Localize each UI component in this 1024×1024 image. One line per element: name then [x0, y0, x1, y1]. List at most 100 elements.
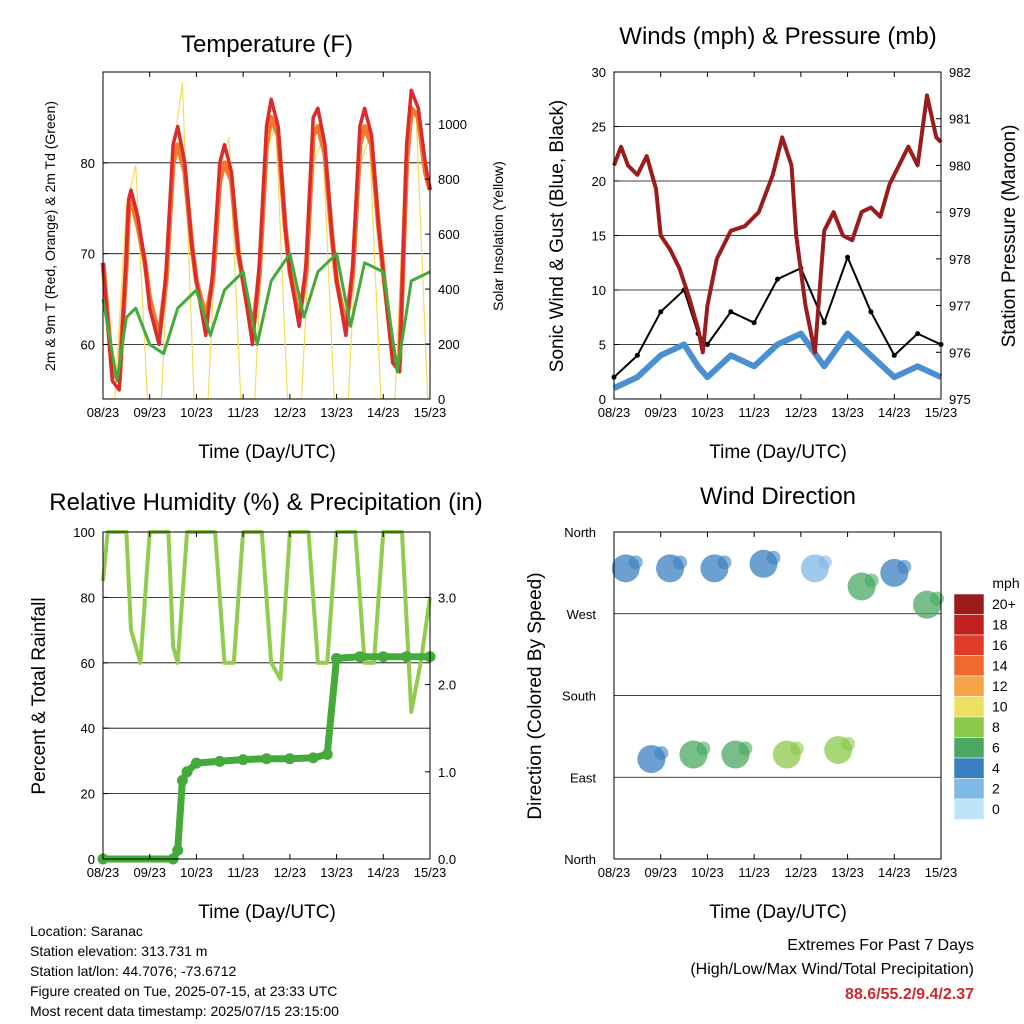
- wind-panel: Winds (mph) & Pressure (mb) 0 5 10 15 20 25 30…: [547, 23, 1020, 463]
- wind-xlabel: Time (Day/UTC): [709, 442, 847, 463]
- y-tick-label: 80: [81, 156, 95, 171]
- legend-swatch: [953, 593, 985, 615]
- precipitation-point: [261, 753, 272, 765]
- precipitation-point: [181, 766, 193, 778]
- x-tick-label: 15/23: [414, 405, 447, 420]
- x-tick-label: 13/23: [831, 405, 864, 420]
- temperature-series: [100, 82, 433, 400]
- y2-tick-label: 3.0: [438, 590, 456, 605]
- precipitation-point: [307, 752, 319, 764]
- y2-tick-label: 0: [438, 392, 445, 407]
- temperature-right-ticks: 0 200 400 600 800 1000: [425, 117, 467, 407]
- y-tick-label: 25: [592, 120, 606, 135]
- y-tick-label: 60: [81, 338, 95, 353]
- legend-swatch: [953, 696, 985, 718]
- precipitation-point: [214, 755, 226, 767]
- y-tick-label: 0: [599, 392, 606, 407]
- y-tick-label: 70: [81, 247, 95, 262]
- y2-tick-label: 978: [949, 252, 971, 267]
- y-tick-label: 100: [73, 525, 95, 540]
- direction-ylabel-left: Direction (Colored By Speed): [525, 572, 546, 819]
- y2-tick-label: 979: [949, 205, 971, 220]
- x-tick-label: 14/23: [878, 405, 911, 420]
- direction-cluster-satellite: [628, 555, 643, 570]
- direction-x-ticks: 08/23 09/23 10/23 11/23 12/23 13/23 14/23 15/23: [598, 532, 957, 880]
- precipitation-point: [321, 748, 333, 760]
- y-tick-label: 30: [592, 65, 606, 80]
- x-tick-label: 09/23: [133, 405, 166, 420]
- direction-cluster-satellite: [766, 550, 781, 565]
- x-tick-label: 09/23: [133, 865, 166, 880]
- legend-swatch: [953, 614, 985, 636]
- direction-points: [611, 549, 944, 774]
- gust-line: [613, 256, 942, 378]
- speed-color-legend: 20+ 18 16 14 12 10 8 6 4 2 0: [953, 593, 1016, 820]
- direction-cluster-satellite: [717, 555, 732, 570]
- x-tick-label: 14/23: [367, 865, 400, 880]
- wind-title: Winds (mph) & Pressure (mb): [619, 23, 936, 50]
- legend-swatch: [953, 737, 985, 759]
- legend-label: 18: [992, 617, 1008, 633]
- x-tick-label: 12/23: [274, 865, 307, 880]
- x-tick-label: 08/23: [87, 865, 120, 880]
- y2-tick-label: 2.0: [438, 678, 456, 693]
- direction-xlabel: Time (Day/UTC): [709, 902, 847, 923]
- extremes-box: Extremes For Past 7 Days (High/Low/Max W…: [690, 935, 974, 1007]
- humidity-ylabel-left: Percent & Total Rainfall: [29, 597, 50, 794]
- x-tick-label: 15/23: [414, 865, 447, 880]
- humidity-title: Relative Humidity (%) & Precipitation (i…: [49, 489, 482, 516]
- x-tick-label: 12/23: [274, 405, 307, 420]
- direction-label: North: [564, 525, 596, 540]
- wind-right-ticks: 975 976 977 978 979 980 981 982: [936, 65, 971, 407]
- precipitation-point: [190, 757, 202, 769]
- humidity-panel: Relative Humidity (%) & Precipitation (i…: [29, 489, 483, 923]
- y2-tick-label: 980: [949, 158, 971, 173]
- x-tick-label: 13/23: [320, 865, 353, 880]
- speed-legend-title: mph: [992, 575, 1019, 591]
- 2m-dewpoint-line: [101, 252, 431, 383]
- elevation-text: Station elevation: 313.731 m: [30, 943, 208, 959]
- direction-cluster-satellite: [673, 555, 688, 570]
- legend-swatch: [953, 757, 985, 779]
- direction-cluster-satellite: [817, 555, 832, 570]
- precipitation-point: [377, 651, 389, 663]
- x-tick-label: 10/23: [180, 865, 213, 880]
- x-tick-label: 15/23: [925, 405, 958, 420]
- x-tick-label: 10/23: [691, 405, 724, 420]
- wind-x-ticks: 08/23 09/23 10/23 11/23 12/23 13/23 14/23 15/23: [598, 72, 958, 420]
- temperature-x-ticks: 08/23 09/23 10/23 11/23 12/23 13/23 14/23 15/23: [87, 72, 447, 420]
- wind-left-ticks: 0 5 10 15 20 25 30: [592, 65, 619, 407]
- y2-tick-label: 600: [438, 227, 460, 242]
- legend-swatch: [953, 778, 985, 800]
- extremes-values: 88.6/55.2/9.4/2.37: [845, 986, 974, 1003]
- station-pressure-line: [612, 93, 943, 355]
- x-tick-label: 13/23: [320, 405, 353, 420]
- temperature-ylabel-right: Solar Insolation (Yellow): [490, 161, 506, 311]
- 2m-temperature-line: [101, 88, 432, 392]
- direction-label: South: [562, 689, 596, 704]
- x-tick-label: 08/23: [598, 865, 631, 880]
- direction-panel: Wind Direction North East South West North 0…: [525, 483, 1020, 923]
- x-tick-label: 14/23: [367, 405, 400, 420]
- legend-label: 10: [992, 699, 1008, 715]
- recent-data-text: Most recent data timestamp: 2025/07/15 2…: [30, 1003, 339, 1019]
- humidity-right-ticks: 0.0 1.0 2.0 3.0: [425, 590, 456, 867]
- direction-label: North: [564, 852, 596, 867]
- direction-cluster-satellite: [841, 737, 856, 751]
- latlon-text: Station lat/lon: 44.7076; -73.6712: [30, 963, 237, 979]
- legend-label: 2: [992, 781, 1000, 797]
- y2-tick-label: 1.0: [438, 765, 456, 780]
- x-tick-label: 11/23: [738, 405, 770, 420]
- temperature-plot-frame: [102, 71, 431, 400]
- y2-tick-label: 0.0: [438, 852, 456, 867]
- sonic-wind-line: [612, 330, 943, 391]
- precipitation-point: [331, 652, 343, 664]
- x-tick-label: 09/23: [644, 405, 677, 420]
- x-tick-label: 11/23: [738, 865, 770, 880]
- x-tick-label: 09/23: [644, 865, 677, 880]
- legend-label: 6: [992, 740, 1000, 756]
- y2-tick-label: 975: [949, 392, 971, 407]
- direction-cluster-satellite: [738, 741, 753, 756]
- direction-cluster-satellite: [897, 559, 912, 574]
